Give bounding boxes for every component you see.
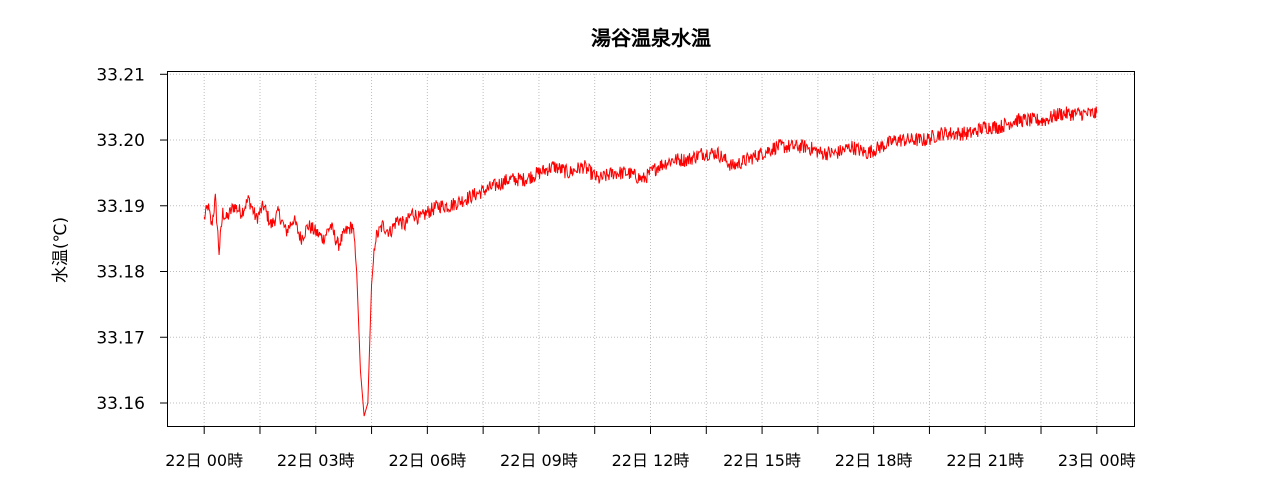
x-tick-label: 22日 15時 — [723, 451, 801, 470]
y-tick-label: 33.21 — [96, 65, 145, 85]
x-tick-label: 22日 12時 — [612, 451, 690, 470]
x-tick-label: 22日 21時 — [946, 451, 1024, 470]
y-tick-label: 33.20 — [96, 131, 145, 151]
x-tick-label: 23日 00時 — [1058, 451, 1136, 470]
y-tick-label: 33.19 — [96, 197, 145, 217]
y-axis: 33.16 33.17 33.18 33.19 33.20 33.21 — [96, 65, 167, 414]
x-tick-label: 22日 18時 — [835, 451, 913, 470]
chart-title: 湯谷温泉水温 — [591, 26, 711, 50]
y-tick-label: 33.16 — [96, 394, 145, 414]
series-layer — [203, 106, 1098, 417]
x-tick-label: 22日 03時 — [277, 451, 355, 470]
y-tick-label: 33.17 — [96, 328, 145, 348]
series-line-0 — [203, 106, 1098, 417]
x-tick-label: 22日 00時 — [165, 451, 243, 470]
y-axis-label: 水温(℃) — [51, 217, 71, 283]
y-tick-label: 33.18 — [96, 263, 145, 283]
grid — [167, 71, 1134, 426]
x-tick-label: 22日 06時 — [388, 451, 466, 470]
x-axis: 22日 00時 22日 03時 22日 06時 22日 09時 22日 12時 22日 1… — [165, 426, 1136, 470]
x-tick-label: 22日 09時 — [500, 451, 578, 470]
